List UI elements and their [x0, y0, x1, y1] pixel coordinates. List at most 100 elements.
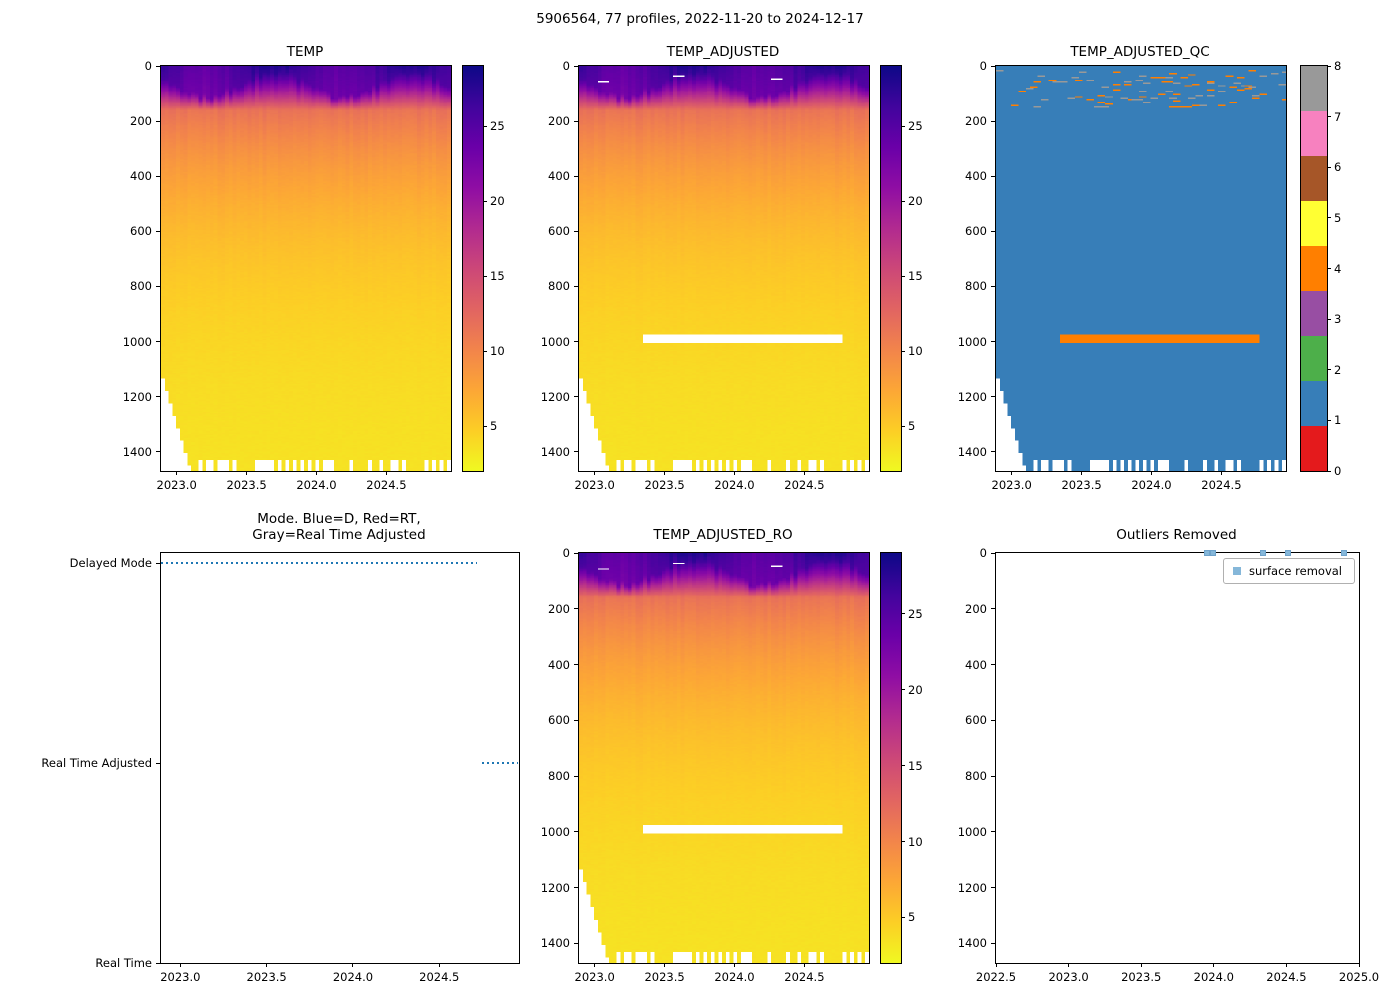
y-tick-label: 800 — [965, 769, 987, 784]
y-tick — [574, 719, 578, 721]
subplot-title-outliers: Outliers Removed — [1116, 527, 1237, 543]
colorbar-tick-label: 2 — [1334, 362, 1342, 377]
colorbar-tick — [483, 425, 487, 427]
y-tick — [156, 562, 160, 564]
figure-title: 5906564, 77 profiles, 2022-11-20 to 2024… — [536, 11, 864, 27]
x-tick-label: 2024.0 — [296, 478, 337, 492]
qc-colorbar: 0 1 2 3 4 5 6 7 8 — [1300, 59, 1341, 478]
y-tick — [156, 451, 160, 453]
x-tick — [1220, 471, 1222, 475]
colorbar-tick-label: 25 — [490, 119, 505, 133]
y-tick — [574, 120, 578, 122]
x-tick-label: 2023.0 — [160, 970, 201, 984]
x-tick — [803, 471, 805, 475]
mode-line-segment — [482, 762, 518, 764]
y-tick-label: 1200 — [957, 880, 987, 895]
colorbar-tick — [901, 916, 905, 918]
y-tick — [574, 396, 578, 398]
y-tick-label: 1200 — [540, 880, 570, 895]
y-tick — [156, 341, 160, 342]
colorbar-tick — [901, 613, 905, 615]
y-tick-label: 200 — [548, 601, 570, 616]
y-tick-label: 600 — [965, 224, 987, 239]
x-tick — [1081, 471, 1083, 475]
y-tick — [156, 230, 160, 232]
y-tick-label: 600 — [548, 713, 570, 728]
y-tick — [574, 175, 578, 177]
x-tick — [733, 963, 735, 967]
x-tick — [176, 471, 178, 475]
y-tick — [991, 451, 995, 453]
colorbar-tick-label: 15 — [908, 269, 923, 283]
colorbar-tick-label: 15 — [490, 269, 505, 283]
y-tick — [156, 120, 160, 122]
x-tick — [995, 963, 997, 967]
surface-removal-marker-swatch — [1233, 567, 1241, 575]
y-tick-label: 1000 — [540, 824, 570, 839]
colorbar-tick — [901, 200, 905, 202]
colorbar-tick-label: 0 — [1334, 464, 1342, 478]
y-tick — [991, 942, 995, 944]
colorbar-tick — [1327, 318, 1331, 320]
y-tick-label: 0 — [979, 59, 987, 73]
colorbar-tick — [901, 125, 905, 127]
y-tick — [574, 942, 578, 944]
y-tick-label: 200 — [965, 114, 987, 129]
x-tick — [664, 471, 666, 475]
colorbar-tick — [483, 200, 487, 202]
y-tick-label: 0 — [979, 546, 987, 560]
y-tick-label: 200 — [130, 114, 152, 129]
colorbar-tick-label: 10 — [908, 834, 923, 849]
colorbar-tick — [1327, 65, 1331, 67]
y-tick-label: 1000 — [957, 334, 987, 349]
mode-axes: 2023.0 2023.5 2024.0 2024.5 Delayed Mode Real… — [41, 552, 520, 984]
y-tick — [574, 451, 578, 453]
subplot-title-temp-adjusted: TEMP_ADJUSTED — [666, 44, 780, 60]
y-tick-label: 1400 — [540, 444, 570, 459]
y-tick — [574, 285, 578, 287]
x-tick-label: 2024.0 — [332, 970, 374, 984]
y-tick-label: Real Time — [95, 956, 152, 970]
y-tick-label: 400 — [130, 169, 152, 184]
temp-heatmap — [161, 66, 451, 471]
y-tick — [156, 175, 160, 177]
temp-adjusted-ro-heatmap — [579, 553, 869, 963]
colorbar-tick — [1327, 268, 1331, 269]
y-tick — [991, 65, 995, 67]
colorbar-tick-label: 6 — [1334, 160, 1342, 175]
x-tick-label: 2024.0 — [714, 970, 755, 984]
y-tick-label: 1000 — [122, 334, 152, 349]
y-tick — [991, 230, 995, 232]
temp-adjusted-qc-axes: 2023.0 2023.5 2024.0 2024.5 0 200 400 600 800 100… — [958, 59, 1287, 492]
outliers-axes: surface removal 2022.5 2023.0 2023.5 2024.0… — [958, 546, 1379, 984]
y-tick — [991, 664, 995, 666]
x-tick-label: 2023.0 — [574, 478, 615, 492]
x-tick-label: 2024.0 — [1193, 970, 1234, 984]
y-tick — [991, 396, 995, 398]
y-tick — [991, 120, 995, 122]
y-tick — [991, 608, 995, 610]
y-tick — [156, 285, 160, 287]
y-tick-label: 200 — [965, 601, 987, 616]
colorbar-tick — [901, 841, 905, 843]
y-tick-label: 0 — [562, 59, 570, 73]
subplot-title-temp-adjusted-ro: TEMP_ADJUSTED_RO — [653, 527, 793, 543]
x-tick — [315, 471, 317, 475]
x-tick — [352, 963, 354, 967]
colorbar-tick-label: 4 — [1334, 261, 1342, 276]
y-tick — [574, 831, 578, 833]
y-tick — [156, 962, 160, 964]
y-tick-label: 200 — [548, 114, 570, 129]
x-tick — [1285, 963, 1287, 967]
colorbar-tick-label: 20 — [490, 194, 505, 208]
y-tick-label: 800 — [965, 279, 987, 294]
colorbar-tick-label: 5 — [490, 419, 498, 433]
colorbar-tick — [1327, 217, 1331, 219]
x-tick — [733, 471, 735, 475]
y-tick — [574, 230, 578, 232]
surface-removal-marker — [1204, 550, 1211, 556]
x-tick-label: 2024.0 — [714, 478, 755, 492]
temp-adjusted-ro-colorbar: 5 10 15 20 25 — [880, 552, 923, 964]
y-tick-label: 800 — [130, 279, 152, 294]
colorbar-tick — [1327, 419, 1331, 421]
